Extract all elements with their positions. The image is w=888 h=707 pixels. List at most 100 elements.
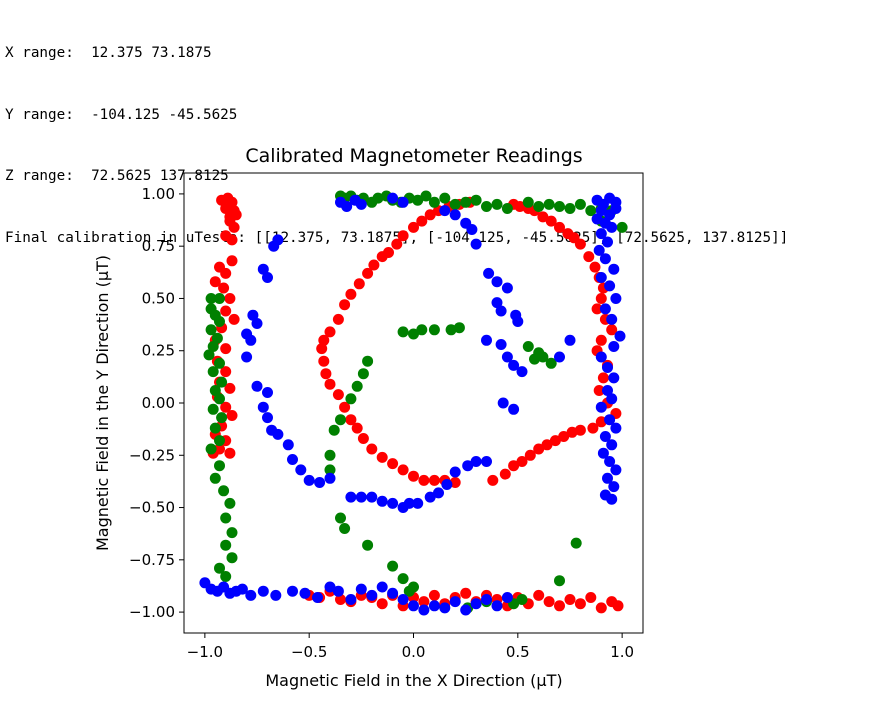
- data-point: [516, 594, 528, 605]
- data-point: [332, 585, 344, 597]
- y-tick-label: 0.00: [142, 394, 175, 412]
- data-point: [554, 600, 565, 612]
- data-point: [616, 221, 628, 233]
- data-point: [593, 244, 605, 256]
- y-tick-label: −0.75: [129, 551, 175, 569]
- data-point: [345, 288, 357, 300]
- data-point: [495, 305, 507, 317]
- y-range-line: Y range: -104.125 -45.5625: [5, 106, 238, 123]
- y-tick-label: −0.25: [129, 446, 175, 464]
- data-point: [366, 443, 378, 455]
- data-point: [247, 309, 259, 321]
- data-point: [220, 366, 232, 378]
- data-point: [299, 587, 311, 599]
- y-tick-label: 1.00: [142, 185, 175, 203]
- data-point: [606, 313, 618, 325]
- data-point: [416, 215, 428, 227]
- data-point: [226, 552, 238, 564]
- data-point: [595, 401, 607, 413]
- data-point: [324, 464, 336, 476]
- data-point: [205, 443, 217, 455]
- data-point: [387, 497, 399, 509]
- data-point: [554, 351, 565, 363]
- data-point: [341, 201, 353, 212]
- data-point: [512, 316, 524, 327]
- data-point: [397, 326, 409, 338]
- data-point: [220, 539, 232, 551]
- data-point: [320, 368, 332, 380]
- data-point: [420, 190, 432, 202]
- data-point: [585, 592, 597, 603]
- data-point: [574, 238, 586, 250]
- data-point: [508, 460, 520, 472]
- data-point: [606, 439, 618, 451]
- data-point: [366, 491, 378, 503]
- data-point: [610, 422, 622, 434]
- data-point: [220, 305, 232, 317]
- data-point: [324, 472, 336, 484]
- data-point: [351, 380, 363, 392]
- data-point: [241, 351, 253, 363]
- data-point: [595, 602, 607, 614]
- data-point: [481, 594, 492, 605]
- data-point: [345, 414, 357, 426]
- data-point: [481, 201, 492, 212]
- data-point: [424, 209, 436, 221]
- data-point: [205, 324, 217, 336]
- data-point: [268, 240, 280, 252]
- data-point: [554, 575, 565, 587]
- data-point: [316, 343, 328, 355]
- data-point: [460, 587, 472, 599]
- data-point: [214, 393, 225, 405]
- data-point: [211, 332, 223, 344]
- data-point: [483, 267, 495, 279]
- data-point: [543, 596, 555, 608]
- x-tick-label: −0.5: [291, 643, 327, 661]
- data-point: [612, 600, 624, 612]
- data-point: [345, 491, 357, 503]
- data-point: [599, 303, 611, 315]
- x-tick-label: 0.5: [506, 643, 530, 661]
- y-tick-label: 0.75: [142, 237, 175, 255]
- data-point: [376, 581, 388, 593]
- data-point: [214, 293, 225, 304]
- data-point: [574, 198, 586, 210]
- data-point: [372, 192, 384, 204]
- data-point: [424, 491, 436, 503]
- data-point: [226, 255, 238, 267]
- data-point: [397, 594, 409, 605]
- z-range-line: Z range: 72.5625 137.8125: [5, 168, 229, 184]
- data-point: [428, 196, 440, 208]
- data-point: [587, 422, 599, 434]
- data-point: [303, 474, 315, 486]
- data-point: [428, 324, 440, 336]
- data-point: [554, 201, 565, 212]
- data-point: [608, 481, 620, 493]
- data-point: [408, 600, 419, 612]
- data-point: [220, 401, 232, 413]
- data-point: [595, 272, 607, 283]
- data-point: [595, 228, 607, 240]
- data-point: [355, 491, 367, 503]
- data-point: [357, 368, 369, 380]
- x-tick-label: −1.0: [187, 643, 223, 661]
- data-point: [445, 324, 457, 336]
- data-point: [224, 447, 236, 459]
- data-point: [441, 479, 453, 490]
- data-point: [566, 426, 578, 438]
- data-point: [205, 293, 217, 304]
- data-point: [416, 324, 428, 336]
- data-point: [499, 468, 511, 480]
- data-point: [270, 589, 282, 601]
- data-point: [387, 458, 399, 470]
- data-point: [543, 198, 555, 210]
- data-point: [220, 203, 232, 214]
- data-point: [428, 600, 440, 612]
- data-point: [397, 573, 409, 585]
- data-point: [449, 477, 461, 488]
- data-point: [335, 594, 346, 605]
- data-point: [602, 362, 613, 373]
- data-point: [387, 587, 399, 599]
- data-point: [508, 359, 520, 371]
- data-point: [318, 334, 330, 346]
